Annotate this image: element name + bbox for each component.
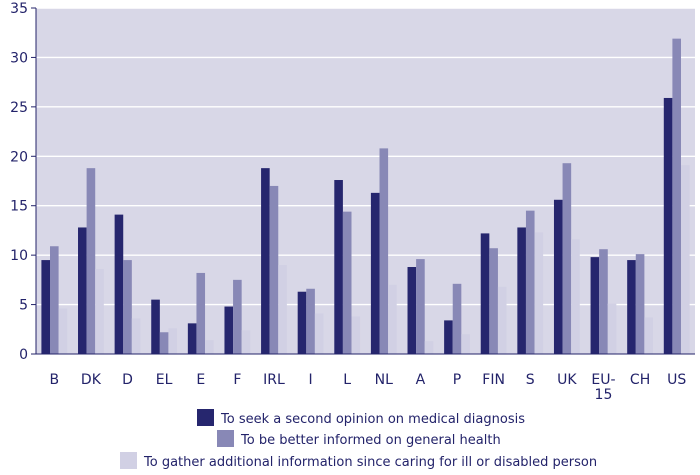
- bar: [627, 260, 636, 354]
- x-tick-label: FIN: [482, 372, 505, 388]
- bar: [534, 232, 544, 354]
- bar: [187, 323, 197, 354]
- x-tick-label: EL: [156, 372, 173, 388]
- bar: [58, 308, 68, 354]
- bar: [50, 246, 59, 354]
- bar: [351, 316, 361, 354]
- bar: [131, 318, 141, 354]
- bar: [562, 163, 572, 354]
- legend-item: To gather additional information since c…: [120, 452, 597, 470]
- x-axis-labels: B DK D EL E F IRL I L NL A P FIN S UK EU-15 CH US: [50, 372, 687, 403]
- y-tick-label: 10: [10, 248, 28, 264]
- y-tick-label: 30: [10, 50, 28, 66]
- bar: [297, 291, 307, 354]
- bar: [461, 334, 470, 354]
- x-tick-label: B: [50, 372, 60, 388]
- x-tick-label: A: [416, 372, 426, 388]
- x-tick-label: F: [233, 372, 241, 388]
- y-tick-label: 25: [10, 100, 28, 116]
- y-tick-label: 0: [19, 347, 28, 363]
- grid-lines: [36, 7, 695, 306]
- bar: [306, 288, 315, 354]
- bar: [370, 192, 380, 354]
- legend-label: To gather additional information since c…: [143, 455, 597, 470]
- x-tick-label: US: [667, 372, 686, 388]
- bar: [196, 272, 206, 354]
- bar: [151, 299, 160, 354]
- bars: [41, 38, 690, 355]
- bar: [424, 341, 434, 354]
- bar: [269, 185, 279, 354]
- bar: [571, 239, 580, 354]
- legend-item: To seek a second opinion on medical diag…: [197, 409, 525, 427]
- plot-area: [36, 8, 695, 354]
- bar: [497, 286, 507, 354]
- y-axis-ticks: 0 5 10 15 20 25 30 35: [10, 1, 36, 363]
- bar: [680, 165, 690, 354]
- x-tick-label: L: [343, 372, 351, 388]
- x-tick-label: D: [122, 372, 133, 388]
- bar: [314, 313, 324, 354]
- bar: [41, 260, 51, 354]
- legend-swatch: [217, 430, 234, 447]
- bar: [114, 214, 124, 354]
- bar: [663, 97, 673, 355]
- bar: [407, 267, 417, 354]
- x-tick-label: UK: [557, 372, 577, 388]
- bar: [452, 283, 462, 354]
- legend-swatch: [197, 409, 214, 426]
- x-tick-label: S: [526, 372, 535, 388]
- x-tick-label: CH: [630, 372, 650, 388]
- bar: [224, 306, 234, 354]
- x-tick-label: NL: [375, 372, 393, 388]
- legend-label: To be better informed on general health: [240, 433, 501, 448]
- axes: [35, 8, 695, 355]
- bar: [159, 332, 169, 354]
- y-tick-label: 20: [10, 149, 28, 165]
- bar: [672, 38, 681, 354]
- bar: [553, 199, 563, 354]
- x-tick-label: P: [453, 372, 461, 388]
- bar: [416, 259, 425, 354]
- bar: [241, 330, 251, 354]
- bar: [444, 320, 453, 354]
- y-tick-label: 5: [19, 298, 28, 314]
- x-tick-label: I: [309, 372, 313, 388]
- bar: [278, 265, 287, 354]
- bar: [489, 248, 498, 354]
- legend-item: To be better informed on general health: [217, 430, 501, 448]
- bar: [388, 284, 397, 354]
- bar: [379, 148, 389, 354]
- bar: [525, 210, 535, 354]
- x-tick-label: DK: [81, 372, 102, 388]
- x-tick-label: E: [196, 372, 205, 388]
- bar: [78, 227, 87, 354]
- bar: [168, 328, 178, 354]
- bar: [205, 340, 214, 354]
- bar: [590, 257, 600, 354]
- bar: [644, 317, 653, 354]
- bar: [635, 254, 645, 354]
- bar: [123, 260, 132, 354]
- x-tick-label: IRL: [263, 372, 285, 388]
- bar: [480, 233, 490, 354]
- bar: [599, 249, 608, 354]
- bar: [261, 168, 270, 354]
- bar: [607, 303, 617, 354]
- x-tick-label: EU-15: [591, 372, 615, 403]
- bar: [342, 211, 352, 354]
- y-tick-label: 15: [10, 199, 28, 215]
- bar: [517, 227, 526, 354]
- bar: [86, 168, 96, 354]
- legend-swatch: [120, 452, 137, 469]
- legend-label: To seek a second opinion on medical diag…: [220, 412, 525, 427]
- legend: To seek a second opinion on medical diag…: [120, 409, 597, 470]
- bar: [95, 268, 104, 354]
- bar: [233, 279, 242, 354]
- bar: [334, 180, 343, 354]
- y-tick-label: 35: [10, 1, 28, 17]
